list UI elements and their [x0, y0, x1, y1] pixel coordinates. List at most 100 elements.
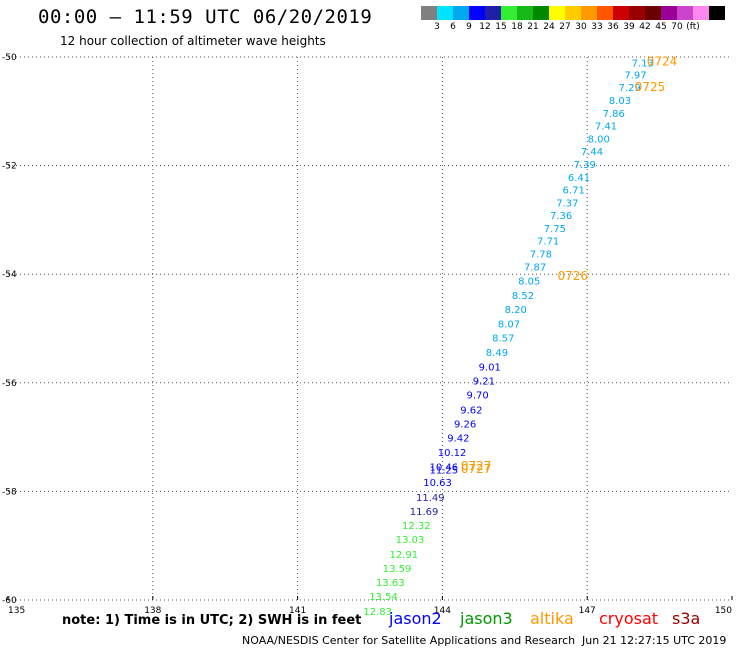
colorbar-label: 39 [623, 22, 635, 32]
generated-timestamp: Jun 21 12:27:15 UTC 2019 [582, 634, 727, 647]
swh-label: 10.63 [423, 478, 452, 489]
colorbar-swatch [645, 6, 661, 20]
swh-label: 7.37 [556, 199, 578, 210]
colorbar-label: 30 [575, 22, 587, 32]
footer-note: note: 1) Time is in UTC; 2) SWH is in fe… [62, 613, 362, 628]
colorbar-swatch [565, 6, 581, 20]
colorbar-label: 21 [527, 22, 539, 32]
colorbar-swatch [501, 6, 517, 20]
swh-label: 8.07 [498, 320, 520, 331]
swh-label: 7.75 [544, 224, 566, 235]
satellite-s3a: s3a [672, 609, 701, 628]
y-tick-label: -52 [2, 162, 17, 172]
swh-label: 7.29 [619, 83, 641, 94]
swh-label: 9.21 [473, 377, 495, 388]
swh-label: 8.49 [486, 348, 508, 359]
swh-label: 7.41 [595, 121, 617, 132]
colorbar-swatch [613, 6, 629, 20]
colorbar [421, 6, 725, 20]
colorbar-swatch [677, 6, 693, 20]
swh-label: 7.39 [574, 160, 596, 171]
satellite-jason2: jason2 [389, 609, 442, 628]
swh-label: 8.52 [512, 291, 534, 302]
swh-label: 6.71 [563, 185, 585, 196]
pass-time-label: 0727 [461, 462, 492, 476]
colorbar-label: 9 [466, 22, 472, 32]
x-tick-label: 150 [715, 606, 732, 616]
satellite-jason3: jason3 [460, 609, 513, 628]
swh-label: 11.25 [430, 466, 459, 477]
y-tick-label: -60 [2, 596, 17, 606]
colorbar-label: 33 [591, 22, 603, 32]
colorbar-label: 70 [671, 22, 683, 32]
swh-label: 7.97 [624, 70, 646, 81]
x-tick-label: 147 [579, 606, 596, 616]
swh-label: 12.83 [363, 607, 392, 618]
chart-title: 00:00 – 11:59 UTC 06/20/2019 [38, 6, 373, 28]
y-tick-label: -50 [2, 53, 17, 63]
swh-label: 9.01 [479, 363, 501, 374]
colorbar-swatch [581, 6, 597, 20]
swh-label: 10.46 [430, 462, 459, 473]
colorbar-swatch [693, 6, 709, 20]
colorbar-label: 24 [543, 22, 555, 32]
swh-label: 6.41 [568, 173, 590, 184]
swh-label: 9.26 [454, 420, 476, 431]
swh-data-labels: 7.137.97 7.29 8.03 7.867.41 8.00 7.44 7.39 6.41… [363, 58, 653, 617]
satellite-cryosat: cryosat [599, 609, 659, 628]
swh-label: 9.70 [467, 391, 489, 402]
colorbar-swatch [485, 6, 501, 20]
colorbar-swatch [437, 6, 453, 20]
colorbar-label: 6 [450, 22, 456, 32]
swh-label: 13.59 [383, 564, 412, 575]
swh-label: 11.49 [416, 493, 445, 504]
colorbar-label: 15 [495, 22, 507, 32]
colorbar-swatch [597, 6, 613, 20]
swh-label: 9.62 [460, 405, 482, 416]
colorbar-swatch [549, 6, 565, 20]
y-tick-label: -54 [2, 270, 17, 280]
swh-label: 8.05 [518, 277, 540, 288]
swh-label: 7.71 [537, 237, 559, 248]
pass-time-label: 0725 [635, 80, 666, 94]
swh-label: 13.63 [376, 578, 405, 589]
swh-label: 12.32 [402, 521, 431, 532]
colorbar-label: (ft) [686, 22, 700, 32]
swh-label: 13.03 [396, 535, 425, 546]
colorbar-swatch [469, 6, 485, 20]
colorbar-label: 18 [511, 22, 523, 32]
chart-grid [8, 56, 732, 601]
pass-time-label: 0726 [557, 269, 588, 283]
swh-label: 7.86 [603, 109, 625, 120]
pass-time-label: 0724 [647, 54, 678, 68]
swh-label: 13.54 [369, 592, 398, 603]
x-tick-label: 144 [434, 606, 451, 616]
swh-label: 7.36 [550, 211, 572, 222]
colorbar-label: 36 [607, 22, 619, 32]
colorbar-swatch [533, 6, 549, 20]
swh-label: 8.00 [588, 134, 610, 145]
colorbar-label: 42 [639, 22, 651, 32]
swh-label: 7.44 [581, 147, 603, 158]
colorbar-swatch [709, 6, 725, 20]
swh-label: 10.12 [438, 448, 467, 459]
chart-axes: 135 138 141 144 147 150 -50 -52 -54 -56 -58 -60 [2, 53, 733, 616]
colorbar-label: 12 [479, 22, 491, 32]
y-tick-label: -58 [2, 487, 17, 497]
swh-label: 8.57 [492, 334, 514, 345]
colorbar-swatch [421, 6, 437, 20]
credit-line: NOAA/NESDIS Center for Satellite Applica… [242, 634, 576, 647]
y-tick-label: -56 [2, 379, 17, 389]
colorbar-swatch [629, 6, 645, 20]
x-tick-label: 138 [144, 606, 161, 616]
colorbar-label: 27 [559, 22, 571, 32]
x-tick-label: 135 [8, 606, 25, 616]
swh-label: 8.03 [609, 96, 631, 107]
swh-label: 11.69 [410, 507, 439, 518]
colorbar-swatch [453, 6, 469, 20]
swh-label: 12.91 [389, 550, 418, 561]
colorbar-label: 3 [434, 22, 440, 32]
swh-label: 9.42 [447, 434, 469, 445]
